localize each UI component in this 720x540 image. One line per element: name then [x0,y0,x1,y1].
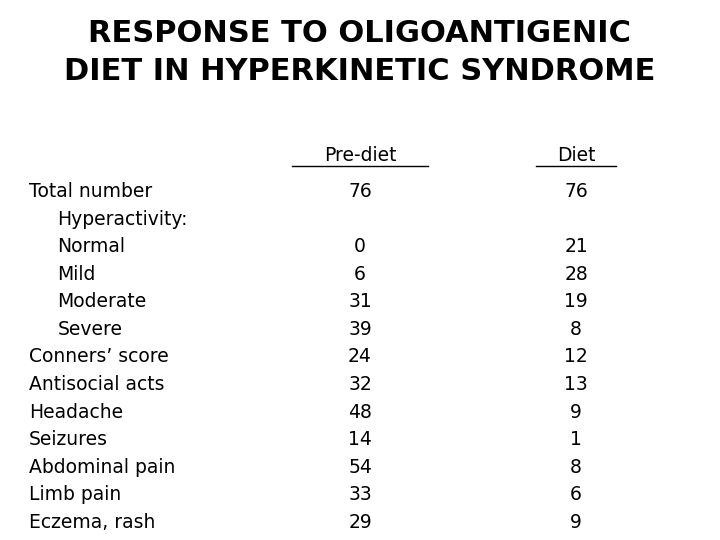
Text: 31: 31 [348,292,372,312]
Text: 13: 13 [564,375,588,394]
Text: 6: 6 [570,485,582,504]
Text: Limb pain: Limb pain [29,485,121,504]
Text: Normal: Normal [58,237,125,256]
Text: 8: 8 [570,320,582,339]
Text: 19: 19 [564,292,588,312]
Text: DIET IN HYPERKINETIC SYNDROME: DIET IN HYPERKINETIC SYNDROME [64,57,656,86]
Text: Abdominal pain: Abdominal pain [29,457,175,477]
Text: Antisocial acts: Antisocial acts [29,375,164,394]
Text: 32: 32 [348,375,372,394]
Text: 1: 1 [570,430,582,449]
Text: Headache: Headache [29,402,123,422]
Text: Hyperactivity:: Hyperactivity: [58,210,188,229]
Text: Moderate: Moderate [58,292,147,312]
Text: 39: 39 [348,320,372,339]
Text: 9: 9 [570,402,582,422]
Text: 14: 14 [348,430,372,449]
Text: Mild: Mild [58,265,96,284]
Text: RESPONSE TO OLIGOANTIGENIC: RESPONSE TO OLIGOANTIGENIC [89,19,631,48]
Text: 9: 9 [570,512,582,532]
Text: Diet: Diet [557,146,595,165]
Text: Total number: Total number [29,182,152,201]
Text: 24: 24 [348,347,372,367]
Text: 0: 0 [354,237,366,256]
Text: 76: 76 [348,182,372,201]
Text: 6: 6 [354,265,366,284]
Text: Seizures: Seizures [29,430,108,449]
Text: 54: 54 [348,457,372,477]
Text: Eczema, rash: Eczema, rash [29,512,156,532]
Text: Conners’ score: Conners’ score [29,347,168,367]
Text: Pre-diet: Pre-diet [324,146,396,165]
Text: Severe: Severe [58,320,122,339]
Text: 48: 48 [348,402,372,422]
Text: 21: 21 [564,237,588,256]
Text: 12: 12 [564,347,588,367]
Text: 28: 28 [564,265,588,284]
Text: 29: 29 [348,512,372,532]
Text: 76: 76 [564,182,588,201]
Text: 33: 33 [348,485,372,504]
Text: 8: 8 [570,457,582,477]
